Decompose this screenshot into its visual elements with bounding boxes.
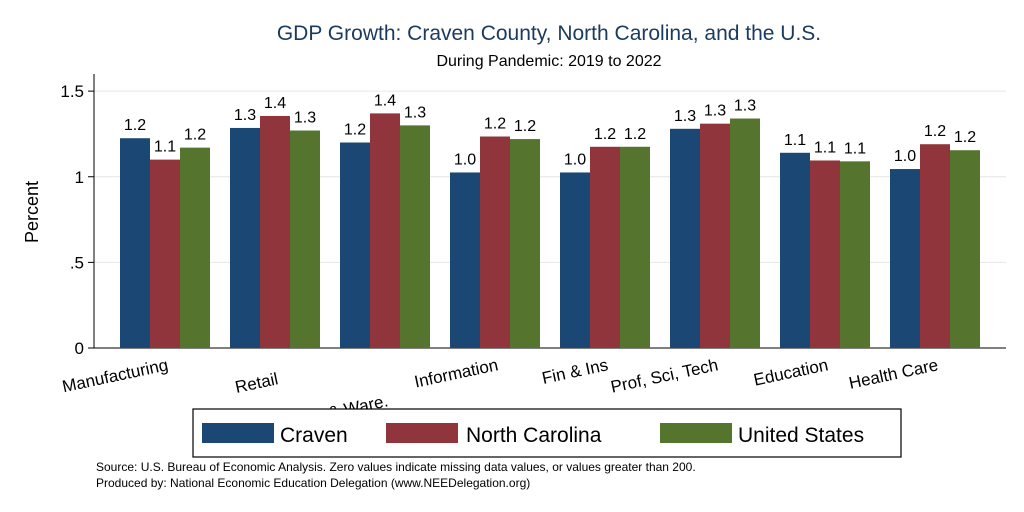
value-labels-layer: 1.2 1.1 1.2 1.3 1.4 1.3 1.2 1.4 1.3 1.0 1.2 1.2 1.0 1… <box>124 92 976 168</box>
bar-craven-6 <box>780 152 811 348</box>
value-label-north-carolina-0: 1.1 <box>154 139 176 156</box>
value-label-united-states-1: 1.3 <box>294 110 316 127</box>
category-label-6: Education <box>752 355 830 389</box>
bar-north-carolina-7 <box>920 144 950 348</box>
produced-by-note: Produced by: National Economic Education… <box>96 476 530 490</box>
bar-united-states-7 <box>949 150 980 348</box>
bar-craven-0 <box>120 138 151 348</box>
bar-united-states-6 <box>839 161 870 348</box>
bar-north-carolina-0 <box>150 159 180 348</box>
value-label-united-states-4: 1.2 <box>624 126 646 143</box>
bar-craven-5 <box>670 128 701 348</box>
bar-craven-3 <box>450 172 481 348</box>
value-label-craven-4: 1.0 <box>564 151 586 168</box>
value-label-north-carolina-6: 1.1 <box>814 139 836 156</box>
bar-united-states-3 <box>509 139 540 348</box>
bar-craven-2 <box>340 142 371 348</box>
legend-swatch-craven <box>202 423 274 443</box>
value-label-craven-1: 1.3 <box>234 107 256 124</box>
legend-label-united-states: United States <box>738 424 864 447</box>
category-label-7: Health Care <box>847 355 940 392</box>
value-label-united-states-2: 1.3 <box>404 104 426 121</box>
value-label-craven-3: 1.0 <box>454 151 476 168</box>
bar-united-states-5 <box>729 118 760 349</box>
bar-north-carolina-3 <box>480 136 510 348</box>
value-label-craven-5: 1.3 <box>674 108 696 125</box>
category-label-4: Fin & Ins <box>540 355 610 388</box>
bar-united-states-1 <box>289 130 320 348</box>
bar-craven-7 <box>890 169 921 348</box>
y-tick-label-0: 0 <box>75 339 84 358</box>
legend-swatch-united-states <box>660 423 732 443</box>
value-label-north-carolina-2: 1.4 <box>374 92 396 109</box>
y-tick-label-3: 1.5 <box>60 82 84 101</box>
bar-craven-4 <box>560 172 591 348</box>
bar-united-states-2 <box>399 125 430 348</box>
legend-box <box>192 408 902 458</box>
category-label-0: Manufacturing <box>61 355 170 396</box>
bar-north-carolina-5 <box>700 123 730 348</box>
value-label-north-carolina-3: 1.2 <box>484 116 506 133</box>
value-label-craven-7: 1.0 <box>894 148 916 165</box>
y-tick-label-1: .5 <box>70 253 84 272</box>
source-note: Source: U.S. Bureau of Economic Analysis… <box>96 460 696 474</box>
bar-north-carolina-4 <box>590 146 620 348</box>
value-label-united-states-0: 1.2 <box>184 127 206 144</box>
value-label-united-states-7: 1.2 <box>954 129 976 146</box>
category-label-1: Retail <box>233 369 279 397</box>
bar-united-states-4 <box>619 146 650 348</box>
value-label-united-states-5: 1.3 <box>734 98 756 115</box>
legend: Craven North Carolina United States <box>192 408 902 458</box>
value-label-united-states-3: 1.2 <box>514 118 536 135</box>
bar-craven-1 <box>230 127 261 348</box>
value-label-craven-6: 1.1 <box>784 132 806 149</box>
legend-label-north-carolina: North Carolina <box>466 424 602 447</box>
value-label-north-carolina-4: 1.2 <box>594 126 616 143</box>
chart-subtitle: During Pandemic: 2019 to 2022 <box>436 53 661 70</box>
value-label-north-carolina-7: 1.2 <box>924 123 946 140</box>
bars-layer <box>120 113 980 349</box>
value-label-north-carolina-1: 1.4 <box>264 95 286 112</box>
legend-swatch-north-carolina <box>386 423 458 443</box>
value-label-craven-2: 1.2 <box>344 122 366 139</box>
y-tick-label-2: 1 <box>75 168 84 187</box>
category-label-3: Information <box>413 355 500 391</box>
value-label-united-states-6: 1.1 <box>844 140 866 157</box>
category-label-5: Prof, Sci, Tech <box>609 355 720 396</box>
chart-title: GDP Growth: Craven County, North Carolin… <box>277 22 821 45</box>
y-axis-label: Percent <box>22 181 42 243</box>
bar-north-carolina-1 <box>260 115 290 348</box>
bar-north-carolina-2 <box>370 113 400 348</box>
value-label-north-carolina-5: 1.3 <box>704 103 726 120</box>
legend-label-craven: Craven <box>280 424 348 447</box>
value-label-craven-0: 1.2 <box>124 117 146 134</box>
bar-north-carolina-6 <box>810 160 840 348</box>
bar-united-states-0 <box>179 147 210 348</box>
